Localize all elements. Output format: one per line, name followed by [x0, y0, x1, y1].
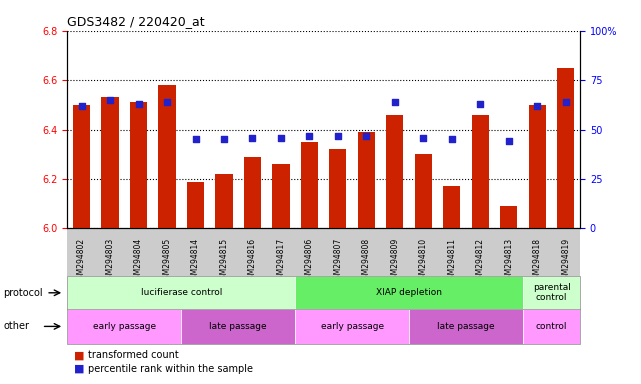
Bar	[329, 149, 347, 228]
Bar	[358, 132, 375, 228]
Point	[304, 132, 315, 139]
Point	[419, 134, 429, 141]
Bar	[101, 98, 119, 228]
Bar	[244, 157, 261, 228]
Text: ■: ■	[74, 364, 84, 374]
Text: XIAP depletion: XIAP depletion	[376, 288, 442, 297]
Text: late passage: late passage	[437, 322, 495, 331]
Bar	[301, 142, 318, 228]
Point	[475, 101, 485, 107]
Text: percentile rank within the sample: percentile rank within the sample	[88, 364, 253, 374]
Bar	[444, 187, 460, 228]
Bar	[215, 174, 233, 228]
Bar	[187, 182, 204, 228]
Text: transformed count: transformed count	[88, 350, 179, 360]
Text: lucifierase control: lucifierase control	[140, 288, 222, 297]
Text: early passage: early passage	[93, 322, 156, 331]
Bar	[272, 164, 290, 228]
Point	[390, 99, 400, 105]
Bar	[472, 115, 489, 228]
Text: other: other	[3, 321, 29, 331]
Text: late passage: late passage	[210, 322, 267, 331]
Text: GDS3482 / 220420_at: GDS3482 / 220420_at	[67, 15, 205, 28]
Point	[333, 132, 343, 139]
Text: control: control	[536, 322, 567, 331]
Point	[504, 138, 514, 144]
Bar	[73, 105, 90, 228]
Bar	[415, 154, 432, 228]
Point	[162, 99, 172, 105]
Point	[190, 136, 201, 142]
Point	[447, 136, 457, 142]
Point	[247, 134, 258, 141]
Point	[276, 134, 286, 141]
Point	[561, 99, 571, 105]
Point	[532, 103, 542, 109]
Point	[133, 101, 144, 107]
Text: ■: ■	[74, 350, 84, 360]
Point	[105, 97, 115, 103]
Bar	[529, 105, 546, 228]
Bar	[557, 68, 574, 228]
Point	[76, 103, 87, 109]
Point	[219, 136, 229, 142]
Text: early passage: early passage	[320, 322, 384, 331]
Bar	[387, 115, 403, 228]
Bar	[158, 85, 176, 228]
Bar	[501, 206, 517, 228]
Bar	[130, 103, 147, 228]
Text: parental
control: parental control	[533, 283, 570, 303]
Text: protocol: protocol	[3, 288, 43, 298]
Point	[362, 132, 372, 139]
